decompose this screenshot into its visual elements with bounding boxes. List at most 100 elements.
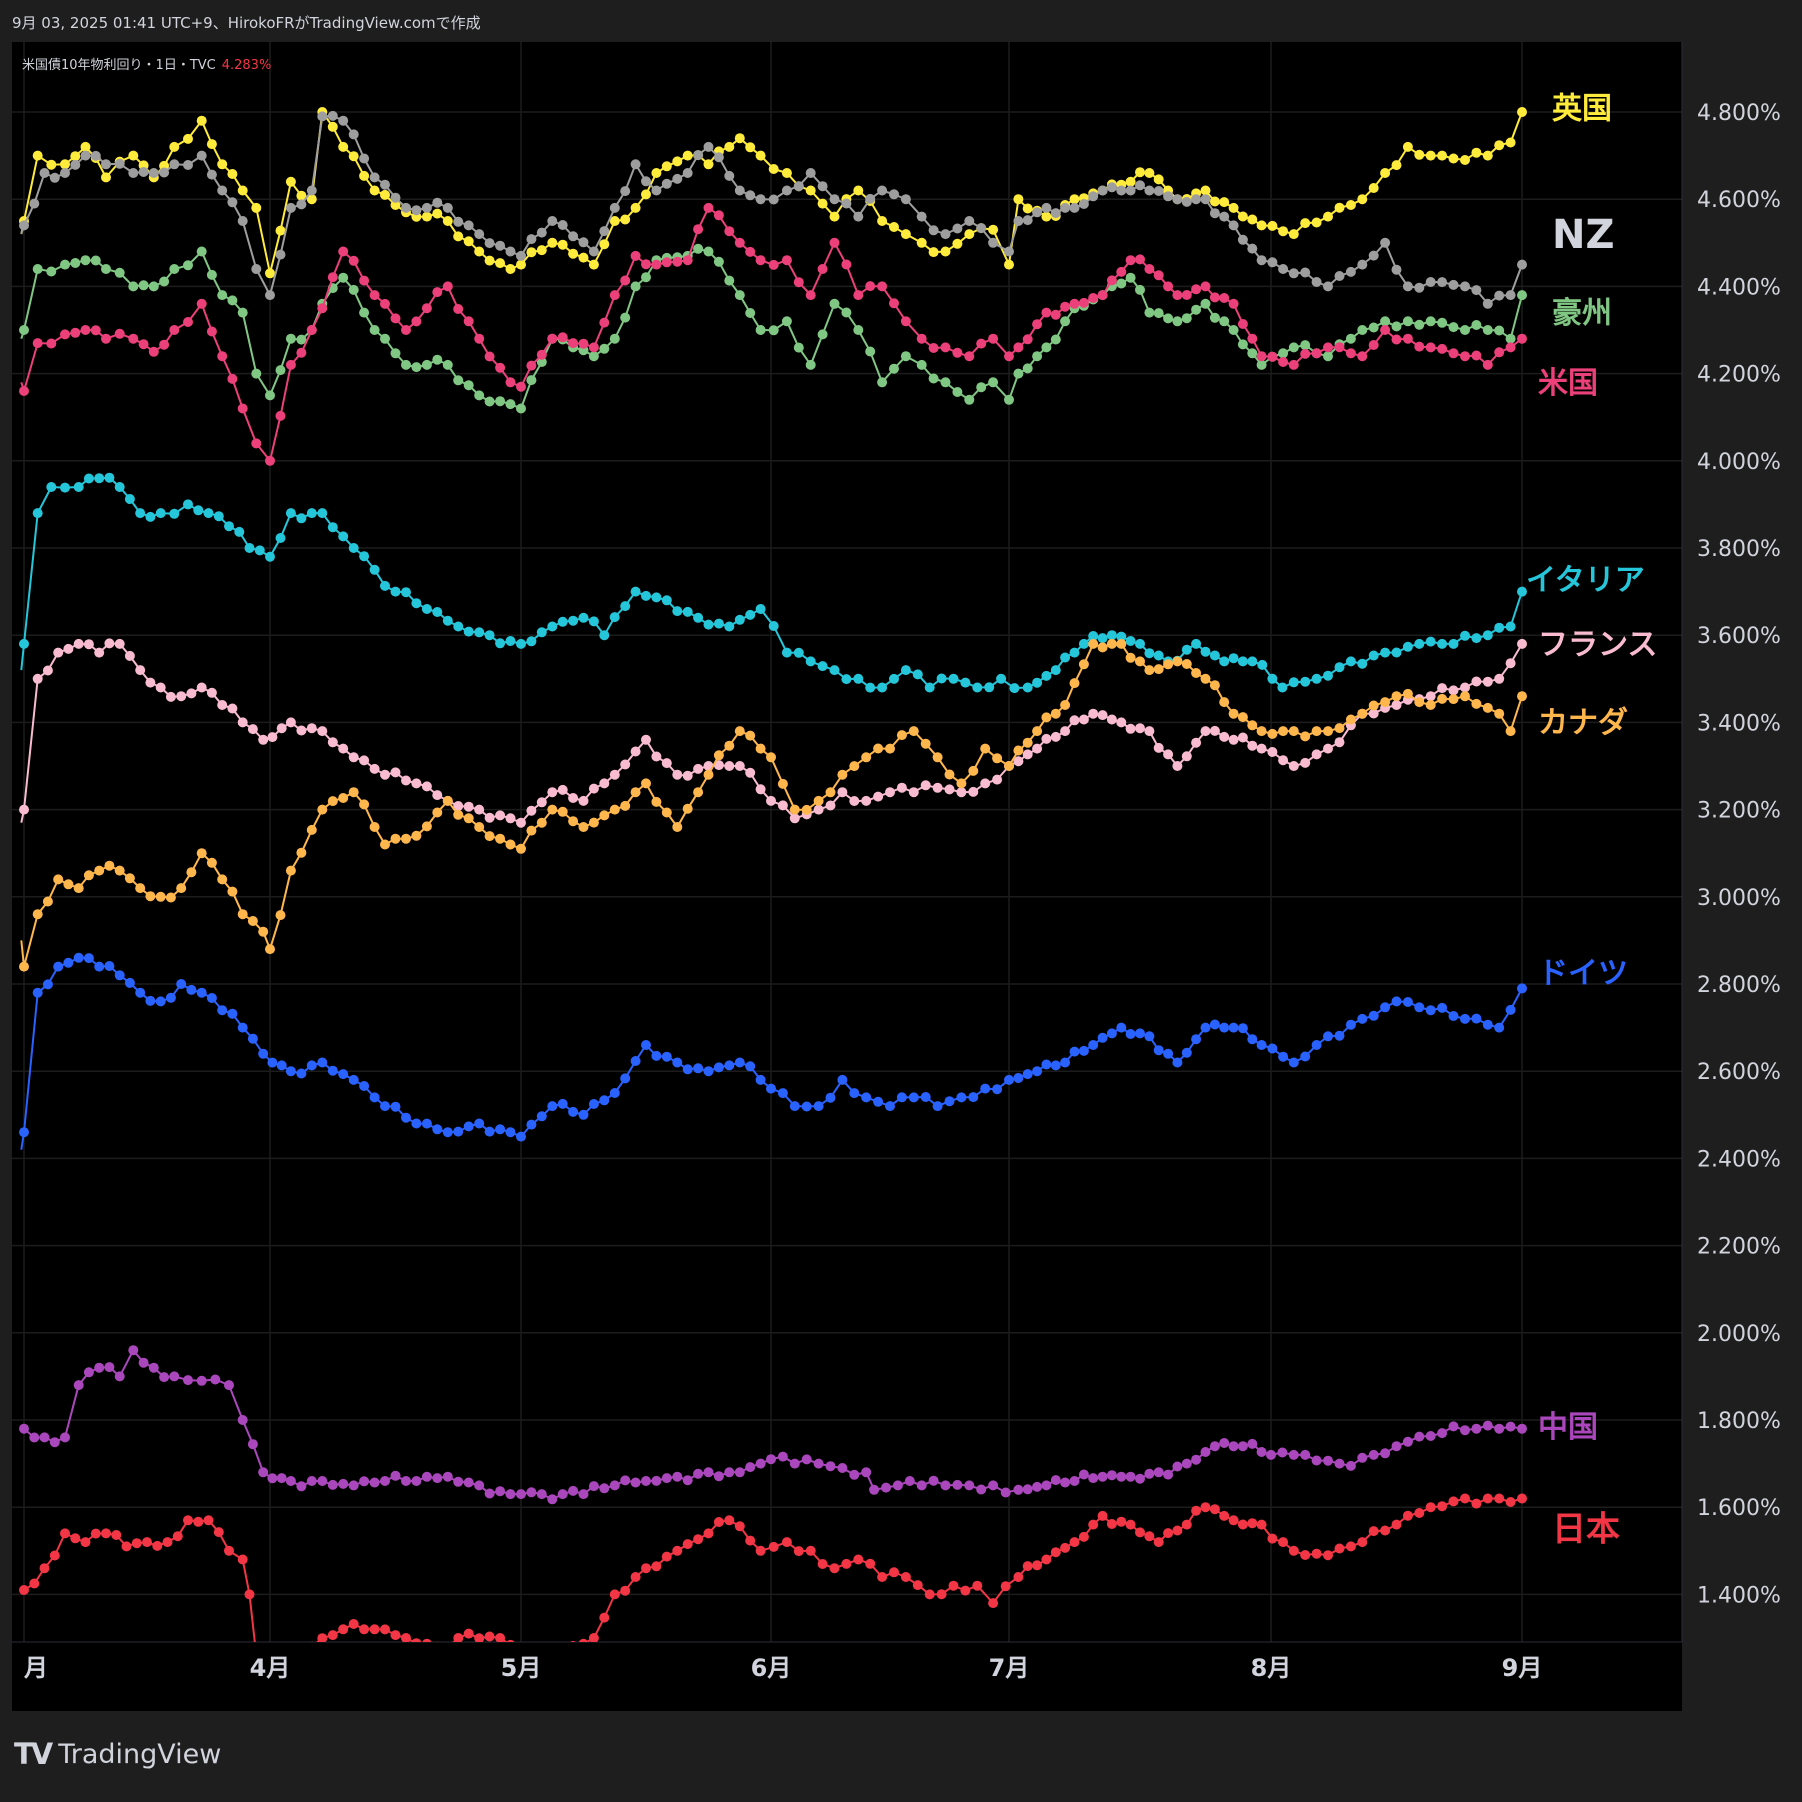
data-point <box>1288 342 1299 353</box>
data-point <box>849 1088 860 1099</box>
data-point <box>196 1375 207 1386</box>
data-point <box>948 1580 959 1591</box>
data-point <box>1004 246 1014 257</box>
data-point <box>1448 279 1459 290</box>
data-point <box>275 410 286 421</box>
data-point <box>1448 1421 1459 1432</box>
end-label: 中国 <box>1538 1410 1598 1445</box>
data-point <box>817 661 828 672</box>
data-point <box>672 256 683 267</box>
data-point <box>1425 342 1436 353</box>
data-point <box>1125 272 1136 283</box>
data-point <box>1323 211 1333 222</box>
data-point <box>1323 351 1333 362</box>
data-point <box>672 822 683 832</box>
data-point <box>258 1048 269 1059</box>
data-point <box>693 763 704 774</box>
data-point <box>672 156 683 167</box>
data-point <box>1116 631 1127 642</box>
data-point <box>1088 191 1099 202</box>
data-point <box>338 1069 349 1080</box>
data-point <box>1437 1428 1448 1439</box>
data-point <box>940 342 951 353</box>
data-point <box>114 970 125 981</box>
data-point <box>1209 292 1220 303</box>
data-point <box>1078 1469 1089 1480</box>
data-point <box>453 304 464 314</box>
data-point <box>19 325 29 335</box>
data-point <box>1311 217 1322 228</box>
data-point <box>1163 281 1174 292</box>
series-英国[interactable] <box>19 107 1527 279</box>
data-point <box>609 1088 620 1098</box>
data-point <box>474 1480 485 1491</box>
time-axis-labels: 月 4月 5月 6月 7月 8月 9月 <box>23 1654 1542 1682</box>
time-axis[interactable] <box>12 1643 1682 1711</box>
data-point <box>661 1473 672 1484</box>
data-point <box>1494 347 1505 358</box>
data-point <box>724 275 735 286</box>
data-point <box>237 1022 248 1033</box>
data-point <box>547 621 558 632</box>
data-point <box>1323 281 1333 292</box>
data-point <box>1402 641 1413 652</box>
data-point <box>203 1515 214 1526</box>
tradingview-brand[interactable]: 𝗧𝗩 TradingView <box>14 1737 221 1771</box>
data-point <box>768 325 779 336</box>
data-point <box>1311 1040 1322 1050</box>
data-point <box>1116 185 1127 196</box>
series-米国[interactable] <box>19 202 1527 466</box>
symbol-legend[interactable]: 米国債10年物利回り・1日・TVC 4.283% <box>22 54 271 73</box>
data-point <box>1009 683 1020 694</box>
data-point <box>101 333 111 344</box>
data-point <box>1209 312 1220 323</box>
data-point <box>713 618 724 629</box>
data-point <box>960 1585 971 1596</box>
data-point <box>1000 1487 1011 1498</box>
data-point <box>1247 243 1258 254</box>
data-point <box>908 1092 919 1103</box>
data-point <box>1414 1508 1425 1518</box>
data-point <box>267 1473 278 1484</box>
data-point <box>877 377 888 388</box>
data-point <box>463 626 474 637</box>
data-point <box>889 189 899 200</box>
data-point <box>411 1118 422 1129</box>
multi-line-chart[interactable]: 英国NZ豪州米国イタリアフランスカナダドイツ中国日本4.800%4.600%4.… <box>12 42 1782 1711</box>
series-NZ[interactable] <box>19 110 1527 309</box>
data-point <box>755 150 766 161</box>
data-point <box>1494 1423 1505 1434</box>
data-point <box>135 883 146 894</box>
data-point <box>310 1641 314 1642</box>
data-point <box>599 1095 610 1106</box>
data-point <box>578 1638 589 1642</box>
data-point <box>829 298 840 309</box>
symbol-name[interactable]: 米国債10年物利回り・1日・TVC <box>22 58 216 73</box>
data-point <box>128 1345 139 1356</box>
data-point <box>892 1480 903 1491</box>
data-point <box>980 1083 991 1094</box>
data-point <box>53 647 64 658</box>
series-フランス[interactable] <box>19 638 1527 828</box>
data-point <box>630 1477 641 1488</box>
series-イタリア[interactable] <box>19 472 1527 694</box>
data-point <box>825 800 836 811</box>
data-point <box>526 1487 537 1498</box>
data-point <box>928 247 939 258</box>
series-中国[interactable] <box>19 1345 1527 1505</box>
data-point <box>516 843 526 854</box>
data-point <box>453 375 464 386</box>
data-point <box>70 151 81 162</box>
price-axis[interactable]: 4.800% 4.600% 4.400% 4.200% 4.000% 3.800% 3.60… <box>1697 101 1781 1608</box>
series-日本[interactable] <box>19 1493 1527 1666</box>
data-point <box>526 1119 537 1130</box>
data-point <box>258 926 269 937</box>
data-point <box>348 1619 359 1629</box>
data-point <box>138 339 149 350</box>
data-point <box>805 290 816 301</box>
data-point <box>90 150 101 161</box>
series-カナダ[interactable] <box>19 638 1527 972</box>
data-point <box>1505 621 1516 632</box>
data-point <box>506 1639 515 1642</box>
series-ドイツ[interactable] <box>19 952 1527 1150</box>
